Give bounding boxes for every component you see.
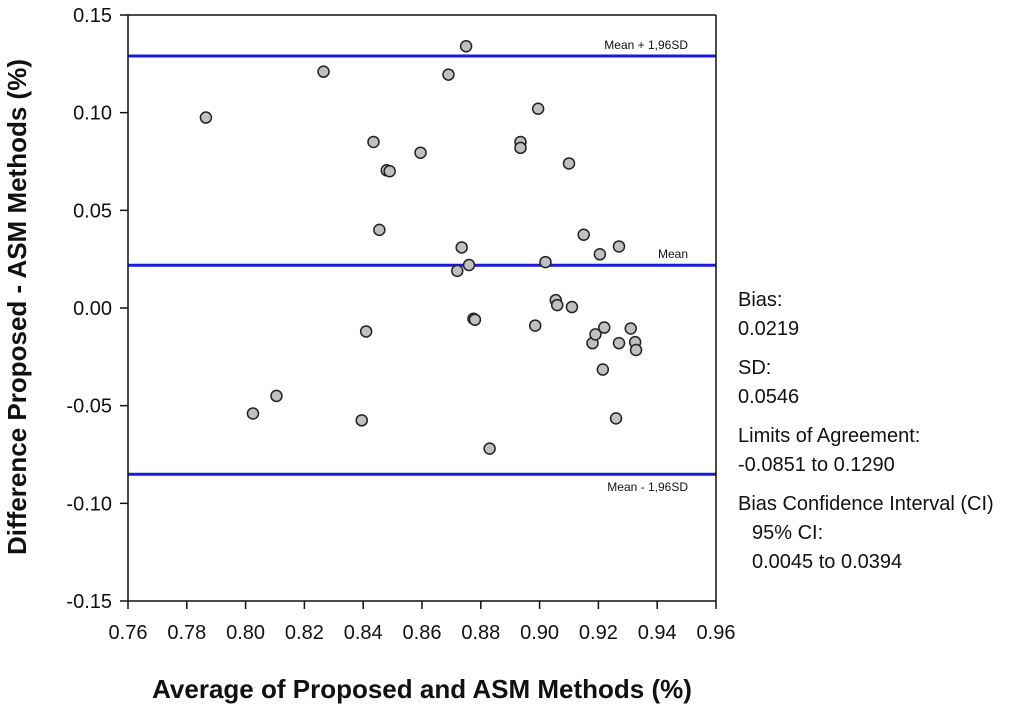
- data-point: [455, 241, 468, 254]
- lower-limit-label: Mean - 1,96SD: [607, 480, 688, 494]
- y-tick-label: 0.05: [73, 200, 112, 222]
- x-tick-label: 0.76: [109, 622, 148, 644]
- data-points: [199, 40, 643, 455]
- loa-value: -0.0851 to 0.1290: [738, 454, 895, 476]
- data-point: [562, 157, 576, 170]
- bias-block: Bias: 0.0219: [738, 286, 1024, 344]
- x-tick-label: 0.82: [285, 622, 324, 644]
- data-point: [550, 298, 564, 312]
- data-point: [483, 442, 496, 455]
- data-point: [514, 141, 527, 155]
- y-tick-label: 0.15: [73, 5, 112, 27]
- data-point: [609, 412, 623, 425]
- data-point: [373, 223, 386, 237]
- axes: -0.15 -0.10 -0.05 0.00 0.05 0.10 0.15 0.76 0.78 0…: [66, 5, 735, 644]
- data-point: [246, 407, 260, 420]
- data-point: [270, 389, 283, 403]
- data-point: [359, 325, 373, 338]
- data-point: [577, 228, 590, 241]
- ci95-value: 0.0045 to 0.0394: [752, 551, 903, 573]
- data-point: [317, 65, 330, 78]
- bias-value: 0.0219: [738, 318, 800, 340]
- loa-label: Limits of Agreement:: [738, 425, 921, 447]
- data-point: [468, 313, 482, 326]
- bias-label: Bias:: [738, 289, 783, 311]
- sd-value: 0.0546: [738, 386, 800, 408]
- ci95-label: 95% CI:: [752, 522, 824, 544]
- data-point: [612, 336, 626, 350]
- x-tick-label: 0.80: [226, 622, 265, 644]
- y-tick-label: -0.05: [66, 396, 112, 418]
- x-tick-label: 0.92: [579, 622, 618, 644]
- x-axis-title: Average of Proposed and ASM Methods (%): [152, 674, 692, 704]
- data-point: [199, 111, 213, 124]
- x-tick-label: 0.96: [697, 622, 736, 644]
- data-point: [459, 40, 473, 53]
- data-point: [624, 322, 637, 335]
- data-point: [531, 102, 545, 116]
- data-point: [528, 319, 542, 332]
- y-tick-label: 0.10: [73, 103, 112, 125]
- sd-block: SD: 0.0546: [738, 354, 1024, 412]
- x-tick-label: 0.90: [520, 622, 559, 644]
- mean-label: Mean: [658, 247, 688, 261]
- reference-lines: Mean + 1,96SD Mean Mean - 1,96SD: [128, 38, 716, 494]
- data-point: [612, 240, 626, 253]
- data-point: [355, 414, 368, 427]
- y-axis-title: Difference Proposed - ASM Methods (%): [2, 59, 32, 555]
- data-point: [629, 343, 643, 357]
- x-tick-label: 0.94: [638, 622, 677, 644]
- data-point: [383, 165, 396, 178]
- statistics-panel: Bias: 0.0219 SD: 0.0546 Limits of Agreem…: [738, 286, 1024, 587]
- x-tick-label: 0.88: [461, 622, 500, 644]
- ci-block: Bias Confidence Interval (CI) 95% CI: 0.…: [738, 490, 1024, 577]
- x-tick-label: 0.84: [344, 622, 383, 644]
- data-point: [367, 135, 380, 149]
- upper-limit-label: Mean + 1,96SD: [604, 38, 688, 52]
- data-point: [462, 258, 476, 272]
- data-point: [596, 363, 610, 376]
- loa-block: Limits of Agreement: -0.0851 to 0.1290: [738, 422, 1024, 480]
- data-point: [539, 255, 552, 269]
- data-point: [451, 264, 464, 278]
- y-tick-label: -0.10: [66, 493, 112, 515]
- y-tick-label: 0.00: [73, 298, 112, 320]
- data-point: [442, 68, 455, 81]
- data-point: [593, 248, 607, 261]
- data-point: [565, 300, 579, 314]
- x-tick-label: 0.86: [403, 622, 442, 644]
- data-point: [589, 328, 602, 341]
- y-tick-label: -0.15: [66, 591, 112, 613]
- ci-label: Bias Confidence Interval (CI): [738, 493, 994, 515]
- x-tick-label: 0.78: [167, 622, 206, 644]
- data-point: [414, 146, 427, 159]
- data-point: [598, 321, 611, 334]
- sd-label: SD:: [738, 357, 772, 379]
